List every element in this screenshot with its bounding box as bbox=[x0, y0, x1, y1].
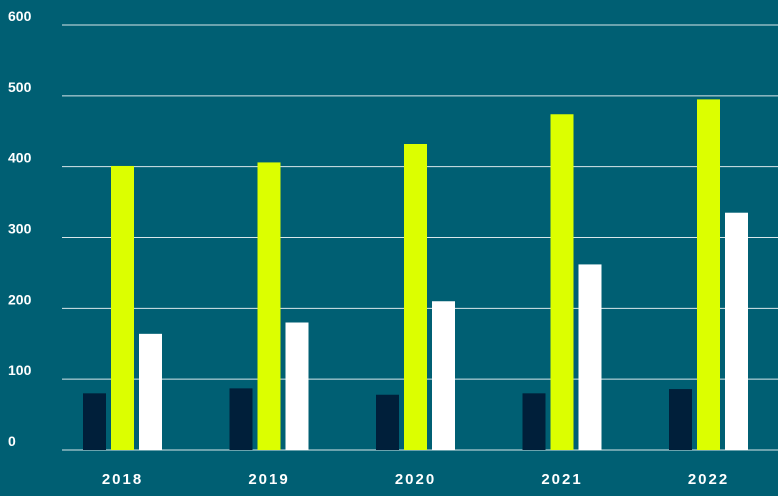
y-tick-label: 0 bbox=[8, 433, 16, 449]
x-axis-tick-labels: 2018 2019 2020 2021 2022 bbox=[102, 471, 729, 488]
bar-2021-series-2 bbox=[550, 114, 574, 450]
y-tick-label: 200 bbox=[8, 291, 32, 307]
bar-2020-series-1 bbox=[376, 394, 399, 450]
x-tick-label: 2020 bbox=[395, 471, 436, 488]
y-tick-label: 600 bbox=[8, 8, 32, 24]
x-tick-label: 2019 bbox=[248, 471, 289, 488]
bar-2022-series-1 bbox=[669, 389, 692, 450]
bar-2020-series-3 bbox=[432, 301, 455, 450]
bars bbox=[83, 99, 748, 451]
bar-2018-series-3 bbox=[139, 333, 162, 450]
bar-2019-series-3 bbox=[285, 322, 309, 450]
bar-2022-series-2 bbox=[697, 99, 720, 450]
x-tick-label: 2018 bbox=[102, 471, 143, 488]
bar-2019-series-1 bbox=[229, 388, 253, 450]
bar-2020-series-2 bbox=[404, 144, 427, 450]
bar-2019-series-2 bbox=[257, 162, 281, 450]
bar-2022-series-3 bbox=[725, 212, 748, 450]
bar-2021-series-3 bbox=[578, 264, 602, 450]
bar-2018-series-1 bbox=[83, 393, 106, 450]
y-tick-label: 300 bbox=[8, 221, 32, 237]
x-tick-label: 2021 bbox=[541, 471, 582, 488]
y-tick-label: 100 bbox=[8, 362, 32, 378]
x-tick-label: 2022 bbox=[688, 471, 729, 488]
y-tick-label: 400 bbox=[8, 150, 32, 166]
bar-2021-series-1 bbox=[522, 393, 546, 450]
y-tick-label: 500 bbox=[8, 79, 32, 95]
y-axis-tick-labels: 0 100 200 300 400 500 600 bbox=[8, 8, 32, 449]
bar-2018-series-2 bbox=[111, 165, 134, 451]
